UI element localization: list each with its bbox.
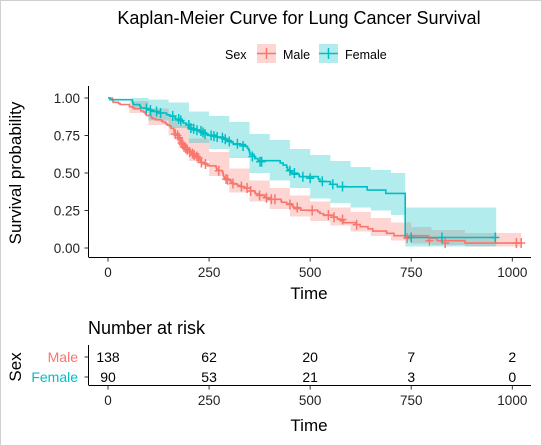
legend-title: Sex xyxy=(225,48,247,62)
y-tick-label: 0.50 xyxy=(54,166,80,181)
censor-marks xyxy=(142,103,526,249)
censor-mark-male xyxy=(425,235,434,246)
censor-mark-male xyxy=(228,178,237,189)
censor-mark-female xyxy=(491,232,500,243)
censor-mark-male xyxy=(175,132,184,143)
censor-mark-female xyxy=(239,141,248,151)
censor-mark-male xyxy=(173,130,182,141)
censor-mark-male xyxy=(223,174,232,185)
y-axis-title: Survival probability xyxy=(6,101,25,244)
legend: Sex Male Female xyxy=(225,44,387,63)
chart-title: Kaplan-Meier Curve for Lung Cancer Survi… xyxy=(117,8,480,28)
x-tick-label: 750 xyxy=(400,265,423,280)
censor-mark-male xyxy=(237,181,246,192)
risk-x-ticks: 0 250 500 750 1000 xyxy=(104,385,527,408)
censor-mark-male xyxy=(192,151,201,162)
confidence-bands xyxy=(108,98,522,247)
censor-mark-female xyxy=(233,138,242,149)
censor-mark-male xyxy=(441,238,450,249)
main-y-ticks: 0.00 0.25 0.50 0.75 1.00 xyxy=(54,91,89,256)
risk-count: 20 xyxy=(302,349,318,365)
censor-mark-male xyxy=(324,210,333,220)
censor-mark-male xyxy=(246,186,255,196)
risk-count: 21 xyxy=(302,369,318,385)
censor-mark-female xyxy=(318,176,327,187)
censor-mark-female xyxy=(221,134,230,145)
x-tick-label: 1000 xyxy=(497,393,527,408)
censor-mark-female xyxy=(285,165,294,176)
censor-mark-male xyxy=(338,214,347,225)
risk-table-title: Number at risk xyxy=(88,318,206,338)
censor-mark-female xyxy=(290,168,299,178)
censor-mark-male xyxy=(188,148,197,159)
x-tick-label: 250 xyxy=(198,393,221,408)
y-tick-label: 0.75 xyxy=(54,129,80,144)
censor-mark-female xyxy=(168,111,177,121)
x-tick-label: 500 xyxy=(299,393,322,408)
x-tick-label: 500 xyxy=(299,265,322,280)
risk-count: 53 xyxy=(201,369,217,385)
censor-mark-male xyxy=(201,159,210,169)
censor-mark-female xyxy=(152,106,161,117)
confidence-band-female xyxy=(108,98,497,247)
risk-count: 2 xyxy=(508,349,516,365)
legend-label-male: Male xyxy=(283,48,310,62)
censor-mark-male xyxy=(293,202,302,213)
risk-count: 7 xyxy=(407,349,415,365)
censor-mark-male xyxy=(214,165,223,176)
censor-mark-male xyxy=(308,205,317,216)
legend-label-female: Female xyxy=(345,48,387,62)
risk-count: 3 xyxy=(407,369,415,385)
risk-row-label-female: Female xyxy=(31,369,78,385)
risk-count: 138 xyxy=(96,349,120,365)
risk-count: 62 xyxy=(201,349,217,365)
confidence-band-male xyxy=(108,98,522,247)
x-tick-label: 250 xyxy=(198,265,221,280)
risk-x-axis-title: Time xyxy=(290,416,327,435)
risk-table-y-title: Sex xyxy=(6,352,25,382)
x-tick-label: 750 xyxy=(400,393,423,408)
x-axis-title: Time xyxy=(290,284,327,303)
x-tick-label: 1000 xyxy=(497,265,527,280)
censor-mark-male xyxy=(262,192,271,203)
censor-mark-female xyxy=(146,105,155,115)
censor-mark-female xyxy=(328,179,337,190)
censor-mark-female xyxy=(298,171,307,182)
y-tick-label: 0.25 xyxy=(54,204,80,219)
risk-row-label-male: Male xyxy=(48,349,79,365)
censor-mark-male xyxy=(197,157,206,168)
censor-mark-male xyxy=(517,238,526,249)
censor-mark-female xyxy=(142,103,151,114)
x-tick-label: 0 xyxy=(104,393,112,408)
censor-mark-female xyxy=(257,156,266,167)
censor-mark-female xyxy=(338,181,347,192)
censor-mark-female xyxy=(225,136,234,147)
censor-mark-male xyxy=(255,190,264,201)
censor-mark-female xyxy=(156,108,165,118)
censor-mark-male xyxy=(181,143,190,154)
y-tick-label: 1.00 xyxy=(54,91,80,106)
x-tick-label: 0 xyxy=(104,265,112,280)
censor-mark-female xyxy=(201,129,210,139)
censor-mark-male xyxy=(330,212,339,223)
risk-count: 90 xyxy=(100,369,116,385)
risk-count: 0 xyxy=(508,369,516,385)
censor-mark-female xyxy=(176,115,185,126)
censor-mark-female xyxy=(437,232,446,243)
censor-mark-male xyxy=(285,199,294,210)
y-tick-label: 0.00 xyxy=(54,241,80,256)
censor-mark-female xyxy=(407,232,416,243)
main-x-ticks: 0 250 500 750 1000 xyxy=(104,257,527,280)
risk-table-rows: Male 138 62 20 7 2 Female 90 53 21 3 0 xyxy=(31,349,516,385)
censor-mark-male xyxy=(270,194,279,205)
censor-mark-male xyxy=(352,219,361,230)
censor-mark-female xyxy=(306,173,315,184)
censor-mark-female xyxy=(248,151,257,162)
